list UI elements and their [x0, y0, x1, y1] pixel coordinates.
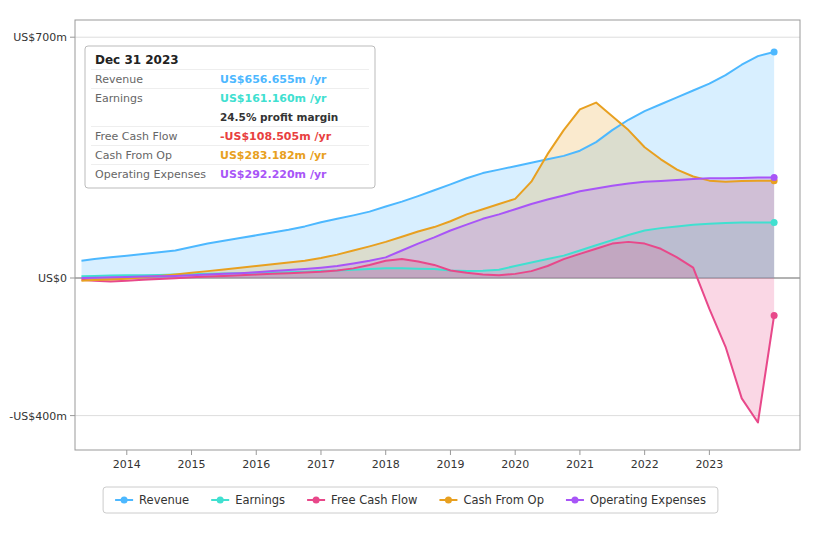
info-label: Cash From Op — [95, 149, 172, 162]
x-tick — [515, 450, 516, 455]
info-divider — [91, 69, 369, 70]
x-tick-label: 2021 — [566, 458, 594, 471]
end-dot — [771, 312, 778, 319]
x-tick — [126, 450, 127, 455]
x-tick — [191, 450, 192, 455]
legend-dot — [217, 497, 224, 504]
info-divider — [91, 126, 369, 127]
y-tick-label: -US$400m — [9, 410, 67, 423]
info-label: Earnings — [95, 92, 143, 105]
line — [81, 242, 774, 423]
legend-label: Revenue — [139, 493, 189, 507]
info-label: Operating Expenses — [95, 168, 206, 181]
end-dot — [771, 219, 778, 226]
info-label: Revenue — [95, 73, 143, 86]
grid-line — [75, 37, 800, 38]
legend-label: Operating Expenses — [590, 493, 706, 507]
info-value: US$292.220m /yr — [220, 168, 327, 181]
legend-label: Earnings — [235, 493, 285, 507]
end-dot — [771, 48, 778, 55]
legend-item: Cash From Op — [439, 493, 544, 507]
info-value: US$283.182m /yr — [220, 149, 327, 162]
legend-label: Cash From Op — [463, 493, 544, 507]
end-dot — [771, 174, 778, 181]
x-tick-label: 2015 — [178, 458, 206, 471]
legend-item: Free Cash Flow — [307, 493, 417, 507]
x-tick — [256, 450, 257, 455]
legend-dot — [121, 497, 128, 504]
y-tick-label: US$0 — [38, 272, 67, 285]
y-tick — [70, 37, 75, 38]
y-tick — [70, 415, 75, 416]
background — [0, 0, 821, 560]
x-tick-label: 2017 — [307, 458, 335, 471]
info-divider — [91, 164, 369, 165]
info-value: 24.5% profit margin — [220, 111, 338, 123]
y-tick — [70, 278, 75, 279]
info-divider — [91, 88, 369, 89]
x-tick-label: 2019 — [436, 458, 464, 471]
info-divider — [91, 145, 369, 146]
chart: -US$400m US$0 US$700m 2014 2015 2016 2017 2018 2… — [0, 0, 821, 560]
x-tick-label: 2016 — [242, 458, 270, 471]
legend-item: Operating Expenses — [566, 493, 706, 507]
y-tick-label: US$700m — [13, 31, 67, 44]
info-label: Free Cash Flow — [95, 130, 178, 143]
x-tick-label: 2023 — [695, 458, 723, 471]
line — [81, 223, 774, 277]
x-tick — [320, 450, 321, 455]
x-tick — [385, 450, 386, 455]
x-tick-label: 2014 — [113, 458, 141, 471]
plot-frame — [75, 20, 800, 450]
x-tick — [709, 450, 710, 455]
legend-label: Free Cash Flow — [331, 493, 417, 507]
info-header: Dec 31 2023 — [95, 53, 179, 67]
legend-item: Revenue — [115, 493, 189, 507]
x-tick-label: 2018 — [372, 458, 400, 471]
x-tick-label: 2020 — [501, 458, 529, 471]
x-tick — [450, 450, 451, 455]
legend: Revenue Earnings Free Cash Flow Cash From O… — [103, 487, 718, 513]
legend-dot — [445, 497, 452, 504]
grid-line — [75, 415, 800, 416]
legend-item: Earnings — [211, 493, 285, 507]
line — [81, 178, 774, 278]
info-box-frame — [85, 46, 375, 188]
info-value: US$161.160m /yr — [220, 92, 327, 105]
x-tick — [579, 450, 580, 455]
x-tick — [644, 450, 645, 455]
info-value: -US$108.505m /yr — [220, 130, 332, 143]
legend-dot — [313, 497, 320, 504]
info-value: US$656.655m /yr — [220, 73, 327, 86]
info-box: Dec 31 2023 Revenue US$656.655m /yr Earning… — [85, 46, 375, 188]
legend-dot — [571, 497, 578, 504]
x-tick-label: 2022 — [631, 458, 659, 471]
legend-frame — [103, 487, 718, 513]
